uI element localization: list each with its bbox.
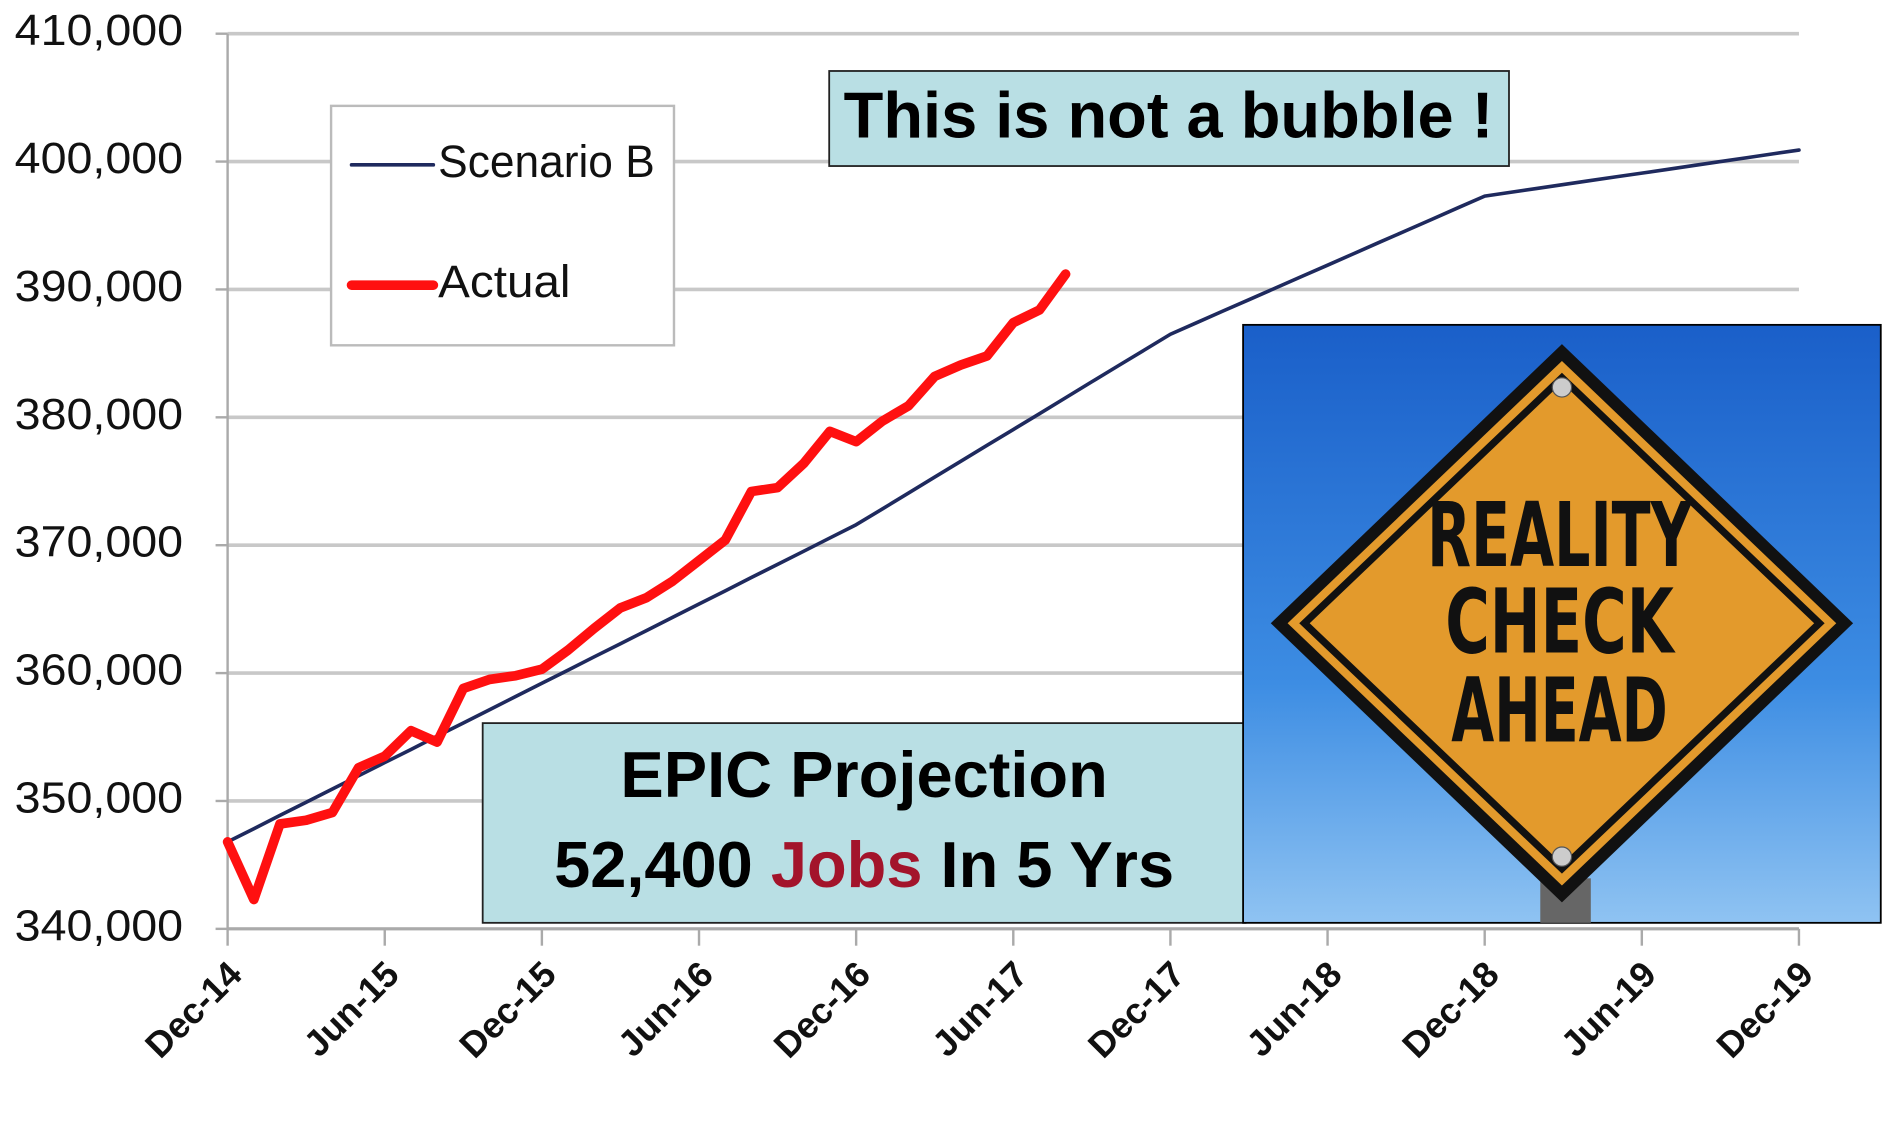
x-tick-label: Jun-16 — [610, 953, 721, 1064]
annotation: This is not a bubble ! — [844, 78, 1494, 151]
y-tick-label: 390,000 — [15, 263, 183, 311]
annotation-part: Jobs — [771, 828, 923, 901]
sign-text: REALITY — [1427, 483, 1693, 587]
legend-label: Scenario B — [438, 136, 655, 187]
lines — [222, 148, 1801, 905]
annotation: 52,400 Jobs In 5 Yrs — [554, 828, 1174, 901]
sign-bolt — [1551, 377, 1573, 398]
x-tick-label: Jun-18 — [1238, 953, 1349, 1064]
annotation-part: In 5 Yrs — [922, 828, 1174, 901]
y-tick-label: 410,000 — [15, 7, 183, 55]
x-tick-label: Jun-15 — [296, 953, 407, 1064]
y-tick-label: 360,000 — [15, 647, 183, 695]
sign-bolt — [1551, 846, 1573, 867]
sign-text: CHECK — [1445, 569, 1676, 673]
x-tick-label: Dec-16 — [765, 953, 878, 1066]
sign-text: AHEAD — [1451, 658, 1668, 762]
y-tick-label: 350,000 — [15, 774, 183, 822]
x-tick-label: Dec-15 — [451, 953, 564, 1066]
legend: Scenario B Actual — [346, 136, 655, 307]
series-line — [222, 269, 1071, 905]
sign-inner-border — [1299, 372, 1825, 874]
y-tick-label: 340,000 — [15, 902, 183, 950]
x-tick-label: Dec-19 — [1708, 953, 1821, 1066]
annotation-box — [481, 722, 1247, 924]
legend-box — [329, 104, 676, 347]
x-tick-label: Jun-19 — [1553, 953, 1664, 1064]
x-tick-label: Dec-14 — [137, 953, 250, 1066]
annotation-box — [828, 70, 1510, 167]
y-tick-label: 370,000 — [15, 519, 183, 567]
series-line — [225, 148, 1801, 844]
annotation: EPIC Projection — [620, 738, 1107, 811]
sign-image: REALITY CHECK AHEAD — [1242, 323, 1882, 924]
annotation-part: 52,400 — [554, 828, 771, 901]
legend-label: Actual — [438, 256, 570, 307]
y-tick-label: 400,000 — [15, 135, 183, 183]
x-tick-label: Dec-17 — [1080, 953, 1193, 1066]
x-tick-label: Jun-17 — [924, 953, 1035, 1064]
y-tick-label: 380,000 — [15, 391, 183, 439]
x-tick-label: Dec-18 — [1394, 953, 1507, 1066]
